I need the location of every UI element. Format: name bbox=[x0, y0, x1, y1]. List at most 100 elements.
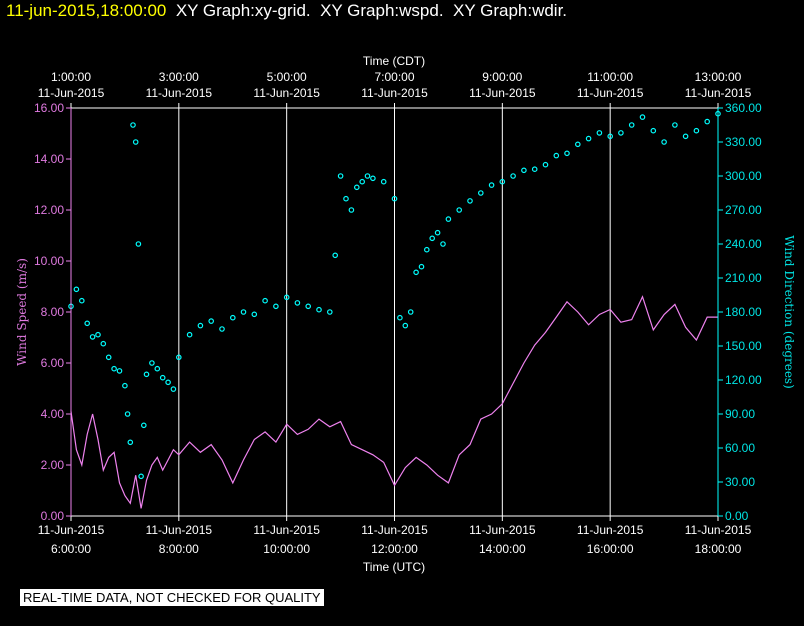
wind-direction-point bbox=[364, 173, 371, 179]
top-tick-time: 11:00:00 bbox=[587, 70, 633, 84]
wind-direction-point bbox=[672, 122, 678, 128]
wind-direction-series bbox=[68, 110, 721, 480]
left-tick-label: 8.00 bbox=[41, 305, 65, 319]
left-tick-label: 4.00 bbox=[41, 407, 65, 421]
wind-direction-point bbox=[305, 303, 312, 310]
right-tick-label: 300.00 bbox=[725, 169, 762, 183]
left-tick-label: 16.00 bbox=[34, 101, 64, 115]
wind-direction-point bbox=[95, 331, 101, 338]
wind-direction-point bbox=[73, 286, 80, 293]
wind-direction-point bbox=[138, 473, 144, 480]
wind-direction-point bbox=[149, 360, 155, 366]
wind-direction-point bbox=[553, 152, 560, 159]
wind-direction-point bbox=[79, 297, 85, 304]
wind-direction-point bbox=[132, 139, 139, 145]
top-tick-time: 1:00:00 bbox=[51, 70, 91, 84]
wind-direction-point bbox=[283, 294, 290, 301]
wind-direction-point bbox=[124, 411, 131, 417]
wind-direction-point bbox=[197, 322, 204, 329]
wind-direction-point bbox=[262, 297, 268, 304]
wind-direction-point bbox=[585, 135, 592, 142]
wind-direction-point bbox=[682, 133, 689, 140]
wind-direction-point bbox=[141, 422, 147, 429]
wind-direction-point bbox=[111, 365, 117, 372]
wind-direction-point bbox=[618, 130, 624, 136]
bottom-tick-date: 11-Jun-2015 bbox=[146, 523, 213, 537]
wind-direction-point bbox=[348, 207, 355, 213]
wind-direction-point bbox=[607, 133, 614, 140]
wind-direction-point bbox=[273, 303, 279, 310]
top-tick-date: 11-Jun-2015 bbox=[361, 86, 428, 100]
wind-direction-point bbox=[380, 178, 387, 185]
header-datetime: 11-jun-2015,18:00:00 bbox=[6, 1, 167, 20]
wind-direction-point bbox=[116, 368, 123, 374]
wind-direction-point bbox=[429, 235, 436, 242]
wind-direction-point bbox=[661, 139, 667, 145]
right-tick-label: 30.00 bbox=[725, 475, 755, 489]
wind-direction-point bbox=[343, 195, 349, 202]
wind-direction-point bbox=[628, 122, 635, 128]
wind-direction-point bbox=[467, 198, 473, 204]
wind-direction-point bbox=[251, 311, 258, 318]
header-title-wdir: XY Graph:wdir. bbox=[453, 1, 568, 20]
wind-direction-point bbox=[639, 114, 646, 120]
top-tick-time: 13:00:00 bbox=[695, 70, 742, 84]
bottom-tick-date: 11-Jun-2015 bbox=[685, 523, 752, 537]
right-tick-label: 150.00 bbox=[725, 339, 762, 353]
wind-direction-point bbox=[316, 306, 322, 313]
wind-direction-point bbox=[154, 365, 161, 372]
top-tick-date: 11-Jun-2015 bbox=[253, 86, 320, 100]
left-tick-label: 14.00 bbox=[34, 152, 64, 166]
wind-direction-point bbox=[391, 195, 398, 202]
wind-direction-point bbox=[440, 241, 446, 247]
wind-direction-point bbox=[143, 371, 150, 378]
bottom-tick-time: 14:00:00 bbox=[479, 542, 526, 556]
wind-direction-point bbox=[477, 190, 484, 196]
wind-direction-point bbox=[105, 354, 112, 361]
bottom-tick-time: 8:00:00 bbox=[159, 542, 199, 556]
left-tick-label: 2.00 bbox=[41, 458, 65, 472]
wind-speed-line bbox=[70, 295, 718, 509]
wind-direction-point bbox=[89, 334, 96, 340]
right-tick-label: 120.00 bbox=[725, 373, 762, 387]
wind-direction-point bbox=[488, 182, 495, 188]
wind-direction-point bbox=[240, 309, 247, 315]
axes-layer: 11-Jun-2015 6:00:00 11-Jun-2015 8:00:00 11-J… bbox=[34, 70, 762, 556]
bottom-tick-date: 11-Jun-2015 bbox=[469, 523, 536, 537]
grid-layer bbox=[178, 108, 611, 516]
left-tick-label: 10.00 bbox=[34, 254, 64, 268]
top-tick-date: 11-Jun-2015 bbox=[38, 86, 105, 100]
wind-direction-point bbox=[434, 229, 441, 236]
right-tick-label: 270.00 bbox=[725, 203, 762, 217]
right-tick-label: 60.00 bbox=[725, 441, 755, 455]
wind-direction-point bbox=[456, 207, 463, 213]
wind-direction-point bbox=[353, 184, 360, 191]
left-tick-label: 0.00 bbox=[41, 509, 65, 523]
top-tick-date: 11-Jun-2015 bbox=[146, 86, 213, 100]
bottom-axis-title: Time (UTC) bbox=[363, 560, 425, 574]
wind-direction-point bbox=[159, 374, 166, 381]
wind-direction-point bbox=[521, 167, 527, 174]
wind-direction-point bbox=[170, 386, 177, 392]
wind-direction-point bbox=[510, 173, 516, 179]
right-tick-label: 210.00 bbox=[725, 271, 762, 285]
header-title-grid: XY Graph:xy-grid. bbox=[175, 1, 311, 20]
wind-direction-point bbox=[418, 263, 425, 270]
wind-direction-point bbox=[127, 439, 134, 446]
left-tick-label: 12.00 bbox=[34, 203, 64, 217]
bottom-tick-time: 18:00:00 bbox=[695, 542, 742, 556]
wind-direction-point bbox=[413, 269, 419, 276]
wind-direction-point bbox=[499, 178, 506, 185]
wind-direction-point bbox=[542, 161, 549, 168]
graph-header: 11-jun-2015,18:00:00 XY Graph:xy-grid. X… bbox=[6, 1, 567, 21]
wind-direction-point bbox=[650, 127, 657, 134]
right-tick-label: 90.00 bbox=[725, 407, 755, 421]
wind-direction-point bbox=[176, 354, 182, 361]
wind-direction-point bbox=[574, 141, 581, 148]
wind-direction-point bbox=[359, 178, 366, 185]
header-title-wspd: XY Graph:wspd. bbox=[320, 1, 444, 20]
top-axis-title: Time (CDT) bbox=[363, 54, 425, 68]
wind-direction-point bbox=[165, 379, 171, 386]
top-tick-date: 11-Jun-2015 bbox=[577, 86, 644, 100]
